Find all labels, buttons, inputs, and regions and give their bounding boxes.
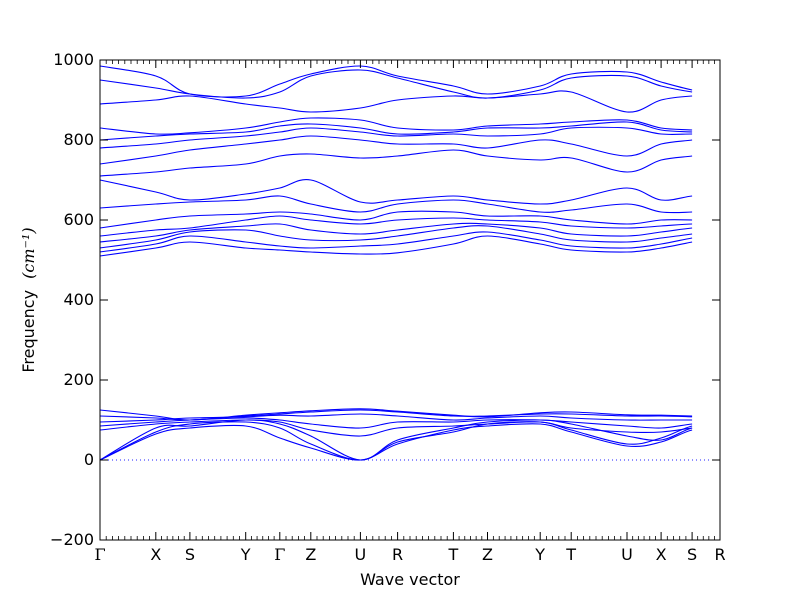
plot-frame (99, 59, 721, 541)
band-line-4 (99, 419, 693, 437)
x-tick-label: R (392, 545, 403, 564)
x-tick-label: S (185, 545, 195, 564)
band-line-10 (99, 231, 693, 253)
band-line-19 (99, 126, 693, 149)
y-tick-label: 600 (63, 210, 94, 229)
x-tick-label: Γ (274, 545, 285, 564)
x-tick-label: U (621, 545, 633, 564)
x-tick-label: R (714, 545, 725, 564)
y-tick-label: −200 (50, 530, 94, 549)
band-line-18 (99, 135, 693, 165)
x-tick-label: X (656, 545, 667, 564)
x-tick-label: Y (240, 545, 251, 564)
y-tick-label: 0 (84, 450, 94, 469)
y-axis-label-group: Frequency (cm⁻¹) (19, 227, 38, 372)
x-tick-label: Z (305, 545, 316, 564)
band-line-23 (99, 69, 693, 99)
band-line-11 (99, 225, 693, 249)
band-line-1 (99, 419, 693, 461)
y-tick-label: 400 (63, 290, 94, 309)
band-line-15 (99, 195, 693, 214)
y-axis-label: Frequency (cm⁻¹) (19, 227, 38, 372)
minor-tick-layer (105, 60, 715, 540)
x-tick-label: T (448, 545, 459, 564)
y-axis-label-unit: (cm⁻¹) (19, 227, 38, 278)
band-line-21 (99, 117, 693, 135)
band-line-24 (99, 65, 693, 98)
band-line-16 (99, 179, 693, 205)
band-line-2 (99, 421, 693, 461)
band-line-8 (99, 408, 693, 421)
y-axis-label-text: Frequency (19, 290, 38, 373)
y-axis-ticks: −200 0 200 400 600 800 1000 (50, 50, 720, 549)
y-tick-label: 200 (63, 370, 94, 389)
band-line-14 (99, 210, 693, 229)
y-tick-label: 1000 (53, 50, 94, 69)
band-line-3 (99, 423, 693, 461)
x-tick-label: Z (482, 545, 493, 564)
band-line-22 (99, 90, 693, 113)
x-tick-label: U (355, 545, 367, 564)
x-tick-label: X (150, 545, 161, 564)
band-line-6 (99, 413, 693, 423)
x-tick-label: S (687, 545, 697, 564)
band-line-13 (99, 215, 693, 237)
band-line-20 (99, 121, 693, 141)
y-tick-label: 800 (63, 130, 94, 149)
band-line-12 (99, 222, 693, 243)
band-line-9 (99, 235, 693, 257)
x-tick-label: Γ (94, 545, 105, 564)
x-tick-label: T (565, 545, 576, 564)
band-line-17 (99, 149, 693, 177)
series-layer (99, 65, 693, 461)
x-tick-label: Y (534, 545, 545, 564)
x-axis-label: Wave vector (360, 570, 460, 589)
